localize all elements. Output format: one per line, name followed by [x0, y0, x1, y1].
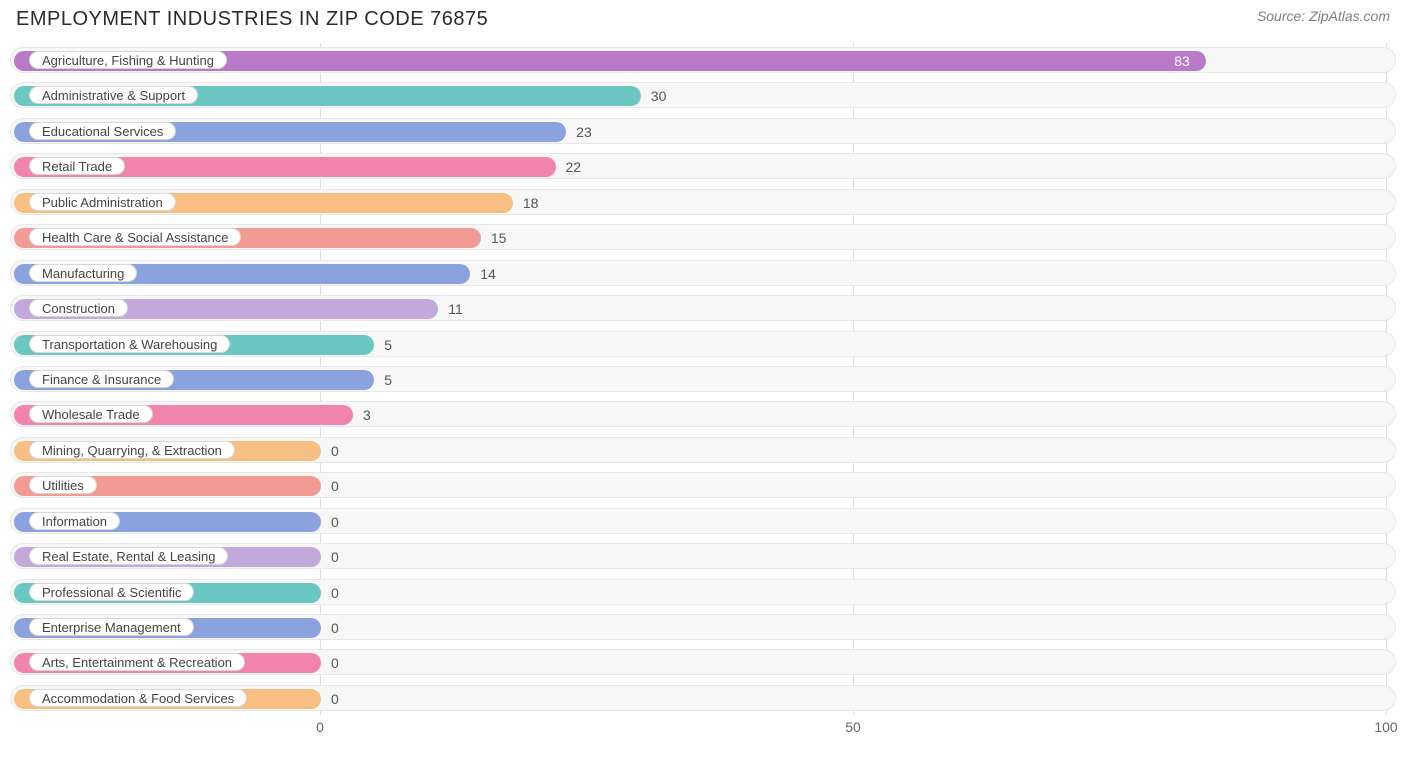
bar-label: Wholesale Trade	[29, 405, 153, 423]
bar-track: Utilities 0	[10, 472, 1396, 498]
bar-value: 5	[384, 367, 392, 393]
bar-row: Health Care & Social Assistance 15	[10, 222, 1396, 252]
bar-row: Arts, Entertainment & Recreation 0	[10, 647, 1396, 677]
bar-label: Transportation & Warehousing	[29, 335, 230, 353]
bar-label: Agriculture, Fishing & Hunting	[29, 51, 227, 69]
bar-value: 0	[331, 580, 339, 606]
bar-value: 0	[331, 473, 339, 499]
bar-row: Wholesale Trade 3	[10, 399, 1396, 429]
bar-row: Transportation & Warehousing 5	[10, 329, 1396, 359]
bar-track: Enterprise Management 0	[10, 614, 1396, 640]
x-axis: 0 50 100	[10, 719, 1396, 743]
bar-row: Enterprise Management 0	[10, 612, 1396, 642]
bar-row: Finance & Insurance 5	[10, 364, 1396, 394]
bar-label: Arts, Entertainment & Recreation	[29, 653, 245, 671]
chart-header: EMPLOYMENT INDUSTRIES IN ZIP CODE 76875 …	[10, 8, 1396, 31]
bar-value: 14	[480, 261, 496, 287]
bar-track: Health Care & Social Assistance 15	[10, 224, 1396, 250]
bar-label: Finance & Insurance	[29, 370, 174, 388]
bar-track: Agriculture, Fishing & Hunting 83	[10, 47, 1396, 73]
bar-row: Public Administration 18	[10, 187, 1396, 217]
bar-track: Public Administration 18	[10, 189, 1396, 215]
bar-row: Manufacturing 14	[10, 258, 1396, 288]
bar-track: Arts, Entertainment & Recreation 0	[10, 649, 1396, 675]
bar-label: Professional & Scientific	[29, 583, 194, 601]
bar-value: 3	[363, 402, 371, 428]
bar-track: Real Estate, Rental & Leasing 0	[10, 543, 1396, 569]
bar-label: Public Administration	[29, 193, 176, 211]
bar-value: 18	[523, 190, 539, 216]
bar-label: Educational Services	[29, 122, 176, 140]
employment-chart: EMPLOYMENT INDUSTRIES IN ZIP CODE 76875 …	[0, 0, 1406, 776]
bar-value: 22	[566, 154, 582, 180]
bar-value: 0	[331, 509, 339, 535]
bar-track: Retail Trade 22	[10, 153, 1396, 179]
bar-label: Manufacturing	[29, 264, 137, 282]
bar-track: Transportation & Warehousing 5	[10, 331, 1396, 357]
bar-value: 0	[331, 686, 339, 712]
bar-label: Retail Trade	[29, 157, 125, 175]
bar-row: Utilities 0	[10, 470, 1396, 500]
bar-row: Professional & Scientific 0	[10, 577, 1396, 607]
bar-row: Administrative & Support 30	[10, 80, 1396, 110]
bar-track: Mining, Quarrying, & Extraction 0	[10, 437, 1396, 463]
x-tick-label: 50	[845, 719, 861, 735]
bar-value: 23	[576, 119, 592, 145]
bar-value: 0	[331, 650, 339, 676]
bar-label: Real Estate, Rental & Leasing	[29, 547, 228, 565]
bar-value: 15	[491, 225, 507, 251]
bar-label: Administrative & Support	[29, 86, 198, 104]
bar-label: Health Care & Social Assistance	[29, 228, 241, 246]
bar-value: 0	[331, 615, 339, 641]
bar-track: Construction 11	[10, 295, 1396, 321]
x-tick-label: 0	[316, 719, 324, 735]
bar-label: Information	[29, 512, 120, 530]
bar-row: Educational Services 23	[10, 116, 1396, 146]
bar-label: Construction	[29, 299, 128, 317]
bar-row: Real Estate, Rental & Leasing 0	[10, 541, 1396, 571]
bar-row: Accommodation & Food Services 0	[10, 683, 1396, 713]
bar-value: 5	[384, 332, 392, 358]
chart-source: Source: ZipAtlas.com	[1257, 8, 1390, 24]
bars-group: Agriculture, Fishing & Hunting 83 Administ…	[10, 43, 1396, 715]
bar-label: Utilities	[29, 476, 97, 494]
bar-track: Manufacturing 14	[10, 260, 1396, 286]
bar-value: 83	[1174, 48, 1190, 74]
bar-track: Administrative & Support 30	[10, 82, 1396, 108]
bar-row: Retail Trade 22	[10, 151, 1396, 181]
bar-value: 11	[448, 296, 463, 322]
bar-value: 0	[331, 438, 339, 464]
bar-track: Information 0	[10, 508, 1396, 534]
bar-row: Agriculture, Fishing & Hunting 83	[10, 45, 1396, 75]
bar-label: Accommodation & Food Services	[29, 689, 247, 707]
bar-track: Finance & Insurance 5	[10, 366, 1396, 392]
bar-row: Information 0	[10, 506, 1396, 536]
bar-track: Wholesale Trade 3	[10, 401, 1396, 427]
plot-area: Agriculture, Fishing & Hunting 83 Administ…	[10, 43, 1396, 743]
bar-label: Enterprise Management	[29, 618, 194, 636]
bar-value: 30	[651, 83, 667, 109]
bar-track: Accommodation & Food Services 0	[10, 685, 1396, 711]
bar-row: Mining, Quarrying, & Extraction 0	[10, 435, 1396, 465]
bar-row: Construction 11	[10, 293, 1396, 323]
bar-track: Professional & Scientific 0	[10, 579, 1396, 605]
x-tick-label: 100	[1374, 719, 1397, 735]
chart-title: EMPLOYMENT INDUSTRIES IN ZIP CODE 76875	[16, 8, 488, 31]
bar-label: Mining, Quarrying, & Extraction	[29, 441, 235, 459]
bar-track: Educational Services 23	[10, 118, 1396, 144]
bar-value: 0	[331, 544, 339, 570]
